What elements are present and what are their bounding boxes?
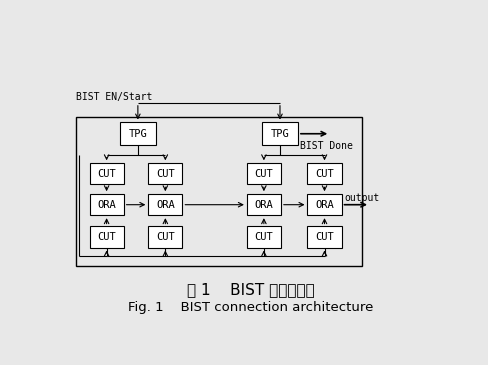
- Text: CUT: CUT: [314, 169, 333, 179]
- Bar: [246, 194, 280, 215]
- Text: ORA: ORA: [97, 200, 116, 210]
- Text: ORA: ORA: [314, 200, 333, 210]
- Text: ORA: ORA: [156, 200, 174, 210]
- Text: CUT: CUT: [314, 232, 333, 242]
- Bar: [148, 194, 182, 215]
- Bar: [246, 163, 280, 184]
- Bar: [89, 163, 123, 184]
- Text: CUT: CUT: [97, 169, 116, 179]
- Bar: [307, 163, 341, 184]
- Text: CUT: CUT: [156, 232, 174, 242]
- Text: TPG: TPG: [270, 129, 289, 139]
- Bar: [89, 194, 123, 215]
- Bar: [148, 163, 182, 184]
- Bar: [307, 226, 341, 247]
- Text: CUT: CUT: [254, 169, 273, 179]
- Bar: [148, 226, 182, 247]
- Text: output: output: [344, 193, 379, 203]
- Text: BIST EN/Start: BIST EN/Start: [76, 92, 152, 102]
- Bar: [120, 123, 156, 145]
- Bar: [307, 194, 341, 215]
- Bar: [262, 123, 297, 145]
- Text: CUT: CUT: [156, 169, 174, 179]
- Text: BIST Done: BIST Done: [299, 141, 352, 151]
- Text: TPG: TPG: [128, 129, 147, 139]
- Text: Fig. 1    BIST connection architecture: Fig. 1 BIST connection architecture: [128, 301, 372, 315]
- Bar: [76, 117, 362, 266]
- Text: 图 1    BIST 连接架构图: 图 1 BIST 连接架构图: [186, 282, 314, 297]
- Text: CUT: CUT: [254, 232, 273, 242]
- Bar: [89, 226, 123, 247]
- Text: ORA: ORA: [254, 200, 273, 210]
- Text: CUT: CUT: [97, 232, 116, 242]
- Bar: [246, 226, 280, 247]
